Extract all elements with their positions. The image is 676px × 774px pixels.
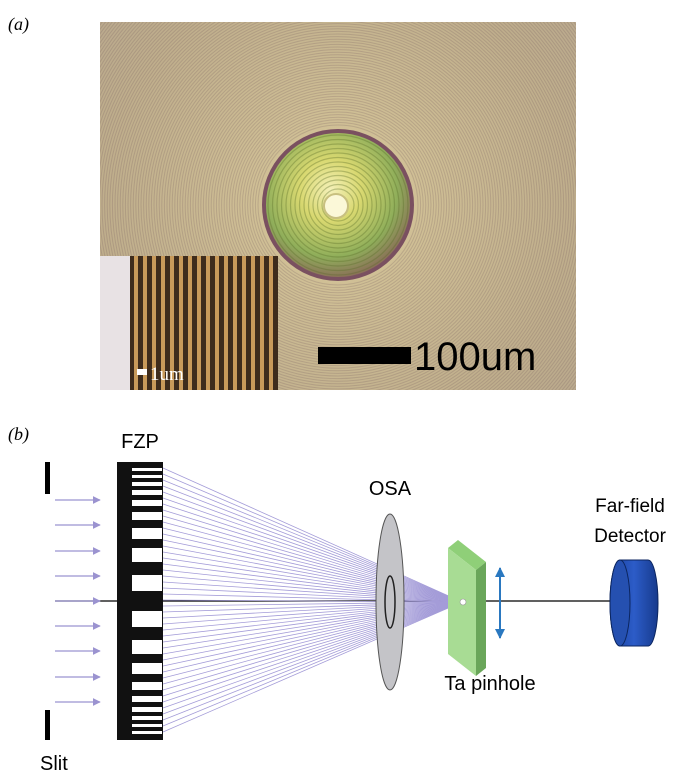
inset-scale-bar (137, 369, 147, 375)
slit (45, 710, 50, 740)
inset-scale-label: 1um (150, 364, 184, 385)
zone (132, 548, 162, 562)
slit (45, 462, 50, 494)
ray (163, 552, 462, 602)
stripe (233, 256, 237, 390)
zone (132, 482, 162, 486)
zone (132, 475, 162, 478)
zone (132, 731, 162, 734)
zone (132, 682, 162, 690)
stripe (260, 256, 264, 390)
scale-bar (318, 347, 411, 364)
ray (163, 602, 462, 666)
zone (132, 696, 162, 702)
ray (163, 468, 462, 602)
pinhole (448, 548, 476, 676)
osa-label: OSA (369, 478, 412, 500)
stripe (197, 256, 201, 390)
ray (163, 546, 462, 602)
zone (132, 663, 162, 674)
ray (163, 602, 462, 672)
stripe (251, 256, 255, 390)
ray (163, 602, 462, 702)
detector-label: Far-field (595, 496, 665, 517)
zone (132, 716, 162, 720)
zone (132, 512, 162, 520)
zone (132, 707, 162, 712)
pinhole-side (476, 562, 486, 676)
scale-label: 100um (414, 335, 536, 379)
zone (132, 490, 162, 495)
detector-label: Detector (594, 526, 666, 547)
stripe (188, 256, 192, 390)
panel-label: (b) (8, 424, 29, 445)
zone (132, 500, 162, 506)
zone (132, 640, 162, 654)
ray (163, 540, 462, 602)
ray (163, 510, 462, 602)
ray (163, 602, 462, 648)
ray (163, 480, 462, 602)
inset (100, 256, 282, 390)
fzp-label: FZP (121, 431, 159, 453)
figure: (a) 1um 100um (b) FZP Slit OSA Ta pinhol… (0, 0, 676, 774)
ray (163, 504, 462, 602)
ray (163, 602, 462, 720)
stripe (215, 256, 219, 390)
zone (132, 575, 162, 591)
ray (163, 602, 462, 684)
zone (132, 468, 162, 471)
pinhole-hole (460, 599, 466, 605)
panel-label: (a) (8, 14, 29, 35)
pinhole-label: Ta pinhole (444, 673, 535, 695)
ray (163, 492, 462, 602)
ray (163, 602, 462, 642)
detector-face (610, 560, 630, 646)
stripe (224, 256, 228, 390)
ray (163, 602, 462, 708)
stripe (206, 256, 210, 390)
osa (376, 514, 404, 690)
zone (132, 724, 162, 727)
zone (132, 528, 162, 539)
stripe (269, 256, 273, 390)
stripe (242, 256, 246, 390)
slit-label: Slit (40, 753, 68, 774)
zone (132, 611, 162, 627)
